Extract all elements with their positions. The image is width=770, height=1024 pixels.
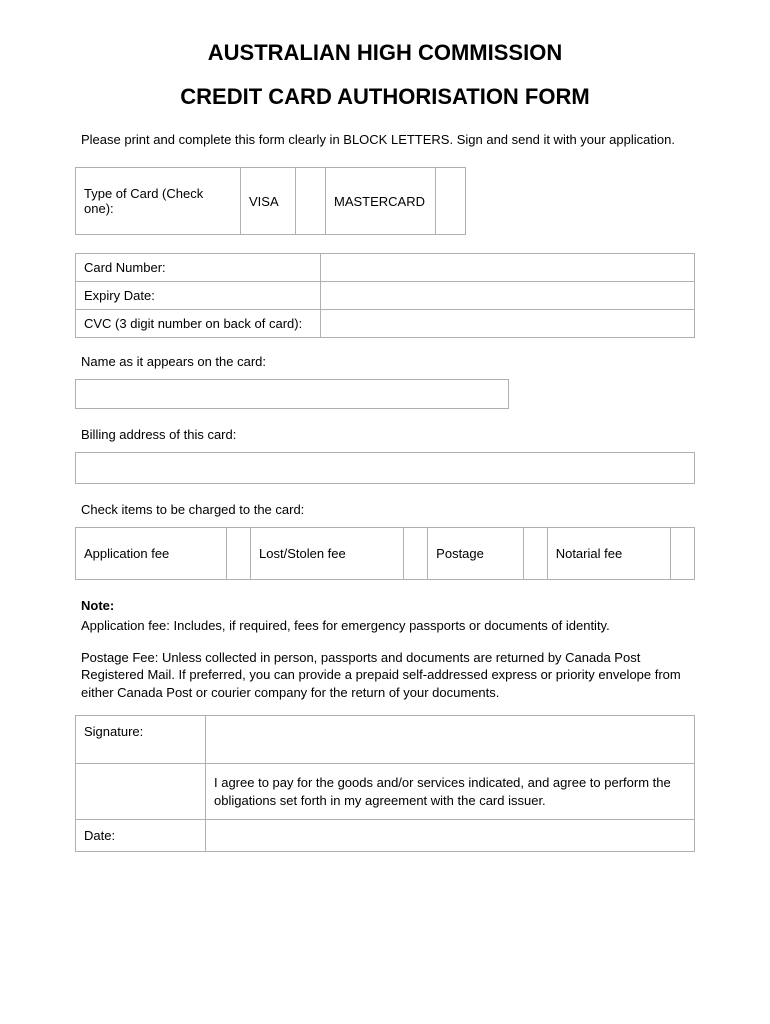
billing-address-field[interactable] (75, 452, 695, 484)
charge-check-lost[interactable] (404, 528, 428, 580)
card-number-label: Card Number: (76, 254, 321, 282)
name-on-card-label: Name as it appears on the card: (81, 354, 695, 369)
charge-items-table: Application fee Lost/Stolen fee Postage … (75, 527, 695, 580)
charge-check-application[interactable] (227, 528, 251, 580)
card-type-table: Type of Card (Check one): VISA MASTERCAR… (75, 167, 466, 235)
charge-item-lost: Lost/Stolen fee (251, 528, 404, 580)
agreement-text: I agree to pay for the goods and/or serv… (206, 764, 695, 820)
card-type-label: Type of Card (Check one): (76, 168, 241, 235)
note-section: Note: (81, 598, 695, 613)
title-line-1: AUSTRALIAN HIGH COMMISSION (75, 40, 695, 66)
agreement-empty-cell (76, 764, 206, 820)
date-label: Date: (76, 820, 206, 852)
note-title: Note: (81, 598, 114, 613)
charge-item-application: Application fee (76, 528, 227, 580)
cvc-field[interactable] (321, 310, 695, 338)
instructions-text: Please print and complete this form clea… (81, 132, 695, 147)
card-type-option-mastercard: MASTERCARD (326, 168, 436, 235)
billing-address-label: Billing address of this card: (81, 427, 695, 442)
card-type-check-mastercard[interactable] (436, 168, 466, 235)
expiry-field[interactable] (321, 282, 695, 310)
title-line-2: CREDIT CARD AUTHORISATION FORM (75, 84, 695, 110)
charge-check-notarial[interactable] (671, 528, 695, 580)
expiry-label: Expiry Date: (76, 282, 321, 310)
card-type-option-visa: VISA (241, 168, 296, 235)
signature-field[interactable] (206, 716, 695, 764)
date-field[interactable] (206, 820, 695, 852)
note-app-fee: Application fee: Includes, if required, … (81, 617, 695, 635)
signature-table: Signature: I agree to pay for the goods … (75, 715, 695, 852)
charge-item-notarial: Notarial fee (547, 528, 670, 580)
charge-item-postage: Postage (428, 528, 524, 580)
note-postage: Postage Fee: Unless collected in person,… (81, 649, 695, 702)
card-info-table: Card Number: Expiry Date: CVC (3 digit n… (75, 253, 695, 338)
charge-items-label: Check items to be charged to the card: (81, 502, 695, 517)
card-type-check-visa[interactable] (296, 168, 326, 235)
signature-label: Signature: (76, 716, 206, 764)
cvc-label: CVC (3 digit number on back of card): (76, 310, 321, 338)
card-number-field[interactable] (321, 254, 695, 282)
form-page: AUSTRALIAN HIGH COMMISSION CREDIT CARD A… (0, 0, 770, 892)
charge-check-postage[interactable] (523, 528, 547, 580)
name-on-card-field[interactable] (75, 379, 509, 409)
